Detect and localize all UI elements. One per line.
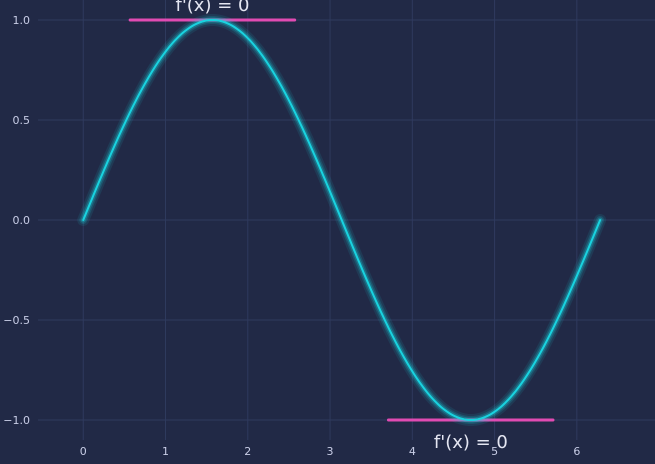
x-tick-label: 5 <box>491 445 498 458</box>
x-tick-label: 6 <box>573 445 580 458</box>
x-tick-label: 1 <box>162 445 169 458</box>
x-tick-label: 4 <box>409 445 416 458</box>
x-tick-label: 2 <box>244 445 251 458</box>
x-axis-ticks: 0 1 2 3 4 5 6 <box>80 445 581 458</box>
y-tick-label: 0.5 <box>13 114 31 127</box>
y-tick-label: 0.0 <box>13 214 31 227</box>
y-tick-label: 1.0 <box>13 14 31 27</box>
y-tick-label: −1.0 <box>3 414 30 427</box>
annotations: f'(x) = 0 f'(x) = 0 <box>175 0 507 453</box>
y-axis-ticks: −1.0 −0.5 0.0 0.5 1.0 <box>3 14 30 427</box>
x-tick-label: 3 <box>327 445 334 458</box>
sine-curve-line <box>82 19 602 421</box>
y-tick-label: −0.5 <box>3 314 30 327</box>
derivative-zero-annotation: f'(x) = 0 <box>175 0 249 16</box>
derivative-zero-annotation: f'(x) = 0 <box>434 432 508 453</box>
sine-curve <box>77 14 607 426</box>
x-tick-label: 0 <box>80 445 87 458</box>
